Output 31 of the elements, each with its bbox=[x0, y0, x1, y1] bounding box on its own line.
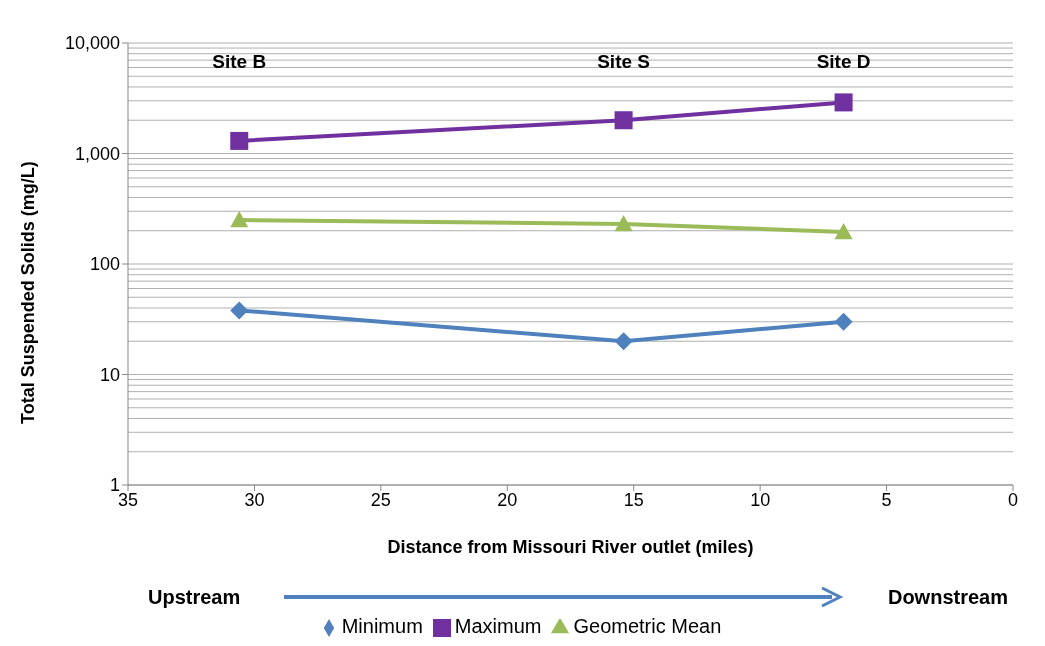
y-tick-label: 1,000 bbox=[74, 143, 120, 164]
legend-label: Geometric Mean bbox=[573, 615, 722, 637]
point bbox=[230, 211, 249, 228]
legend-label: Minimum bbox=[341, 615, 423, 637]
legend-label: Maximum bbox=[454, 615, 542, 637]
annotation: Site D bbox=[816, 51, 871, 73]
x-tick-label: 0 bbox=[1007, 489, 1019, 510]
point bbox=[614, 332, 633, 351]
y-tick-label: 10 bbox=[99, 364, 120, 385]
x-tick-label: 15 bbox=[623, 489, 644, 510]
y-tick-label: 100 bbox=[89, 254, 120, 275]
x-tick-label: 25 bbox=[370, 489, 391, 510]
x-axis-title: Distance from Missouri River outlet (miles) bbox=[387, 536, 754, 557]
x-tick-label: 20 bbox=[497, 489, 518, 510]
y-axis-title: Total Suspended Solids (mg/L) bbox=[18, 161, 39, 424]
annotation: Site S bbox=[597, 51, 651, 73]
text: Upstream bbox=[148, 585, 241, 609]
point bbox=[834, 93, 853, 112]
x-tick-label: 30 bbox=[244, 489, 265, 510]
text: Downstream bbox=[887, 585, 1008, 609]
point bbox=[834, 222, 853, 240]
annotation: Site B bbox=[212, 51, 267, 73]
y-tick-label: 1 bbox=[109, 475, 120, 496]
point bbox=[834, 312, 853, 331]
point bbox=[614, 215, 633, 232]
point bbox=[230, 301, 249, 320]
point bbox=[614, 111, 633, 130]
x-tick-label: 5 bbox=[881, 489, 892, 510]
y-tick-label: 10,000 bbox=[64, 33, 120, 54]
x-tick-label: 10 bbox=[750, 489, 771, 510]
point bbox=[230, 131, 249, 150]
